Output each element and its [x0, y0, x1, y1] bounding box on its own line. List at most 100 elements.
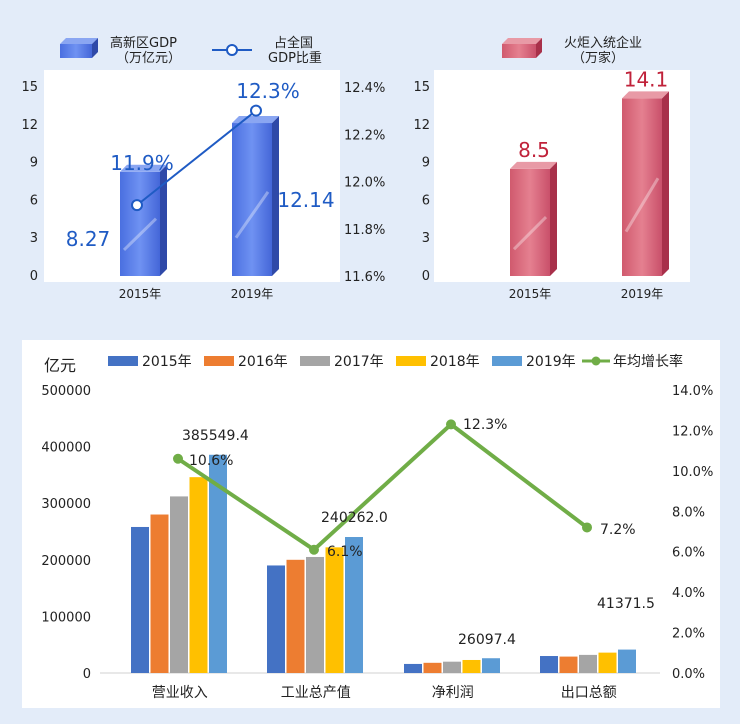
chart3-indicators: 亿元 0 100000 200000 300000 400000 500000 0.0% 2.0…: [41, 353, 713, 701]
legend-share-line1: 占全国: [274, 35, 313, 51]
x-tick-label: 出口总额: [561, 685, 617, 701]
y2-tick-label: 4.0%: [672, 586, 705, 601]
gdp-bar-top: [120, 164, 167, 172]
y-tick-label: 12: [413, 118, 430, 133]
legend-swatch: [396, 356, 426, 366]
y-tick-label: 3: [30, 231, 38, 246]
enterprise-bar: [510, 168, 550, 276]
legend-label: 2016年: [238, 354, 288, 370]
growth-rate-point: [173, 453, 183, 464]
growth-rate-label: 10.6%: [189, 453, 233, 469]
legend-bar-swatch: [60, 44, 92, 58]
data-bar: [404, 663, 422, 673]
enterprise-bar: [622, 98, 662, 276]
chart1-legend: 高新区GDP （万亿元） 占全国 GDP比重: [60, 35, 322, 66]
data-bar: [189, 477, 208, 673]
data-bar: [306, 556, 324, 673]
y2-tick-label: 8.0%: [672, 505, 705, 520]
legend-label: 2018年: [430, 354, 480, 370]
y-tick-label: 15: [21, 80, 38, 95]
y2-tick-label: 0.0%: [672, 667, 705, 682]
enterprise-value-label: 14.1: [624, 67, 669, 91]
y-tick-label: 9: [422, 156, 430, 171]
value-2019-label: 41371.5: [597, 596, 655, 612]
gdp-bar-gloss: [122, 217, 158, 252]
data-bar: [482, 658, 500, 673]
data-bar: [559, 656, 578, 673]
data-bar: [170, 496, 188, 673]
y-tick-label: 9: [30, 156, 38, 171]
data-bar: [423, 662, 442, 673]
y2-tick-label: 14.0%: [672, 384, 713, 399]
growth-rate-point: [309, 544, 319, 555]
x-tick-label: 2015年: [509, 287, 552, 301]
legend-label: 2017年: [334, 354, 384, 370]
data-bar: [286, 559, 305, 673]
y-tick-label: 100000: [41, 610, 91, 625]
data-bar: [209, 454, 227, 673]
data-bar: [150, 514, 169, 673]
legend-gdp-line2: （万亿元）: [116, 51, 181, 66]
y-tick-label: 0: [83, 667, 91, 682]
enterprise-bar-gloss: [512, 216, 548, 251]
x-tick-label: 2015年: [119, 287, 162, 301]
y2-tick-label: 12.0%: [344, 176, 385, 191]
y-tick-label: 3: [422, 231, 430, 246]
growth-rate-point: [582, 522, 592, 533]
legend-line-marker: [226, 44, 238, 56]
enterprise-value-label: 8.5: [518, 138, 550, 162]
legend-bar-swatch-side: [92, 38, 98, 58]
legend-label: 2015年: [142, 354, 192, 370]
x-tick-label: 净利润: [432, 685, 474, 701]
growth-rate-point: [446, 419, 456, 430]
share-label: 12.3%: [236, 79, 300, 103]
y2-tick-label: 11.8%: [344, 223, 385, 238]
gdp-bar-top: [232, 116, 279, 124]
legend-gdp-text: 高新区GDP: [110, 35, 177, 51]
data-bar: [325, 547, 344, 673]
x-tick-label: 工业总产值: [281, 685, 351, 701]
data-bar: [462, 659, 481, 673]
legend-enterprise-line1: 火炬入统企业: [564, 35, 642, 51]
enterprise-bar-side: [550, 161, 557, 276]
panel-gdp: [44, 70, 340, 282]
y-tick-label: 6: [30, 193, 38, 208]
y2-tick-label: 2.0%: [672, 627, 705, 642]
legend-share-line2: GDP比重: [268, 50, 322, 66]
y-axis-title: 亿元: [44, 356, 76, 375]
gdp-value-label: 8.27: [66, 227, 111, 251]
data-bar: [540, 656, 558, 673]
y-tick-label: 400000: [41, 441, 91, 456]
growth-rate-label: 6.1%: [327, 544, 363, 560]
y-tick-label: 0: [422, 269, 430, 284]
gdp-bar-gloss: [234, 191, 270, 239]
legend-enterprise-line2: （万家）: [572, 50, 624, 66]
legend-gdp-line1: 高新区GDP: [110, 35, 177, 51]
data-bar: [345, 537, 363, 673]
legend-bar-swatch-top: [60, 38, 98, 44]
legend-swatch: [492, 356, 522, 366]
y2-tick-label: 11.6%: [344, 270, 385, 285]
growth-rate-line: [176, 422, 589, 552]
y-tick-label: 500000: [41, 384, 91, 399]
y2-tick-label: 10.0%: [672, 465, 713, 480]
value-2019-label: 240262.0: [321, 510, 388, 526]
y2-tick-label: 12.0%: [672, 424, 713, 439]
enterprise-bar-side: [662, 91, 669, 276]
data-bar: [618, 649, 636, 673]
data-bar: [443, 661, 461, 673]
growth-rate-label: 12.3%: [463, 417, 507, 433]
legend-swatch: [108, 356, 138, 366]
growth-rate-label: 7.2%: [600, 522, 636, 538]
share-point: [250, 104, 262, 117]
share-line: [136, 109, 257, 206]
value-2019-label: 385549.4: [182, 428, 249, 444]
enterprise-bar-gloss: [624, 177, 660, 233]
y-tick-label: 0: [30, 269, 38, 284]
chart2-legend: 火炬入统企业 （万家）: [502, 35, 642, 66]
y2-tick-label: 12.4%: [344, 81, 385, 96]
y-tick-label: 15: [413, 80, 430, 95]
gdp-value-label: 12.14: [277, 188, 334, 212]
